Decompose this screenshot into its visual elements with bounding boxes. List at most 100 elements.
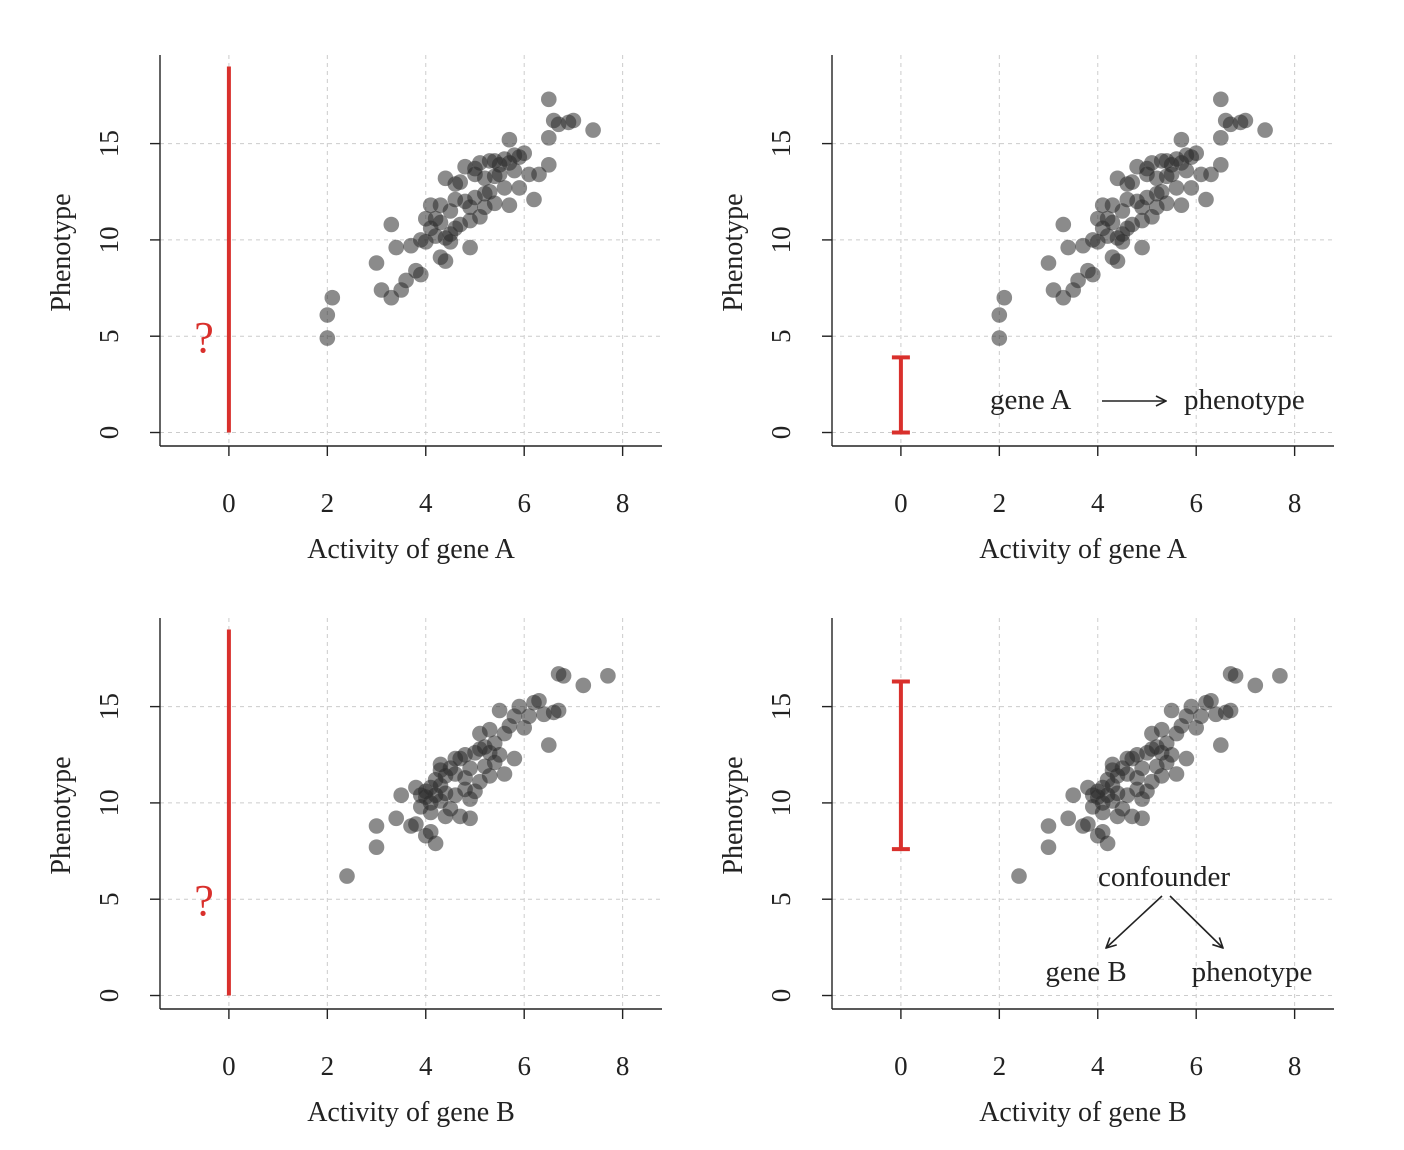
data-point bbox=[541, 91, 557, 108]
data-point bbox=[1193, 708, 1209, 724]
x-axis-title: Activity of gene B bbox=[979, 1097, 1187, 1128]
data-point bbox=[1134, 760, 1150, 776]
gridlines bbox=[832, 618, 1334, 1009]
y-tick-label: 0 bbox=[94, 426, 124, 440]
data-point bbox=[541, 737, 557, 753]
data-point bbox=[1257, 122, 1273, 138]
data-point bbox=[339, 868, 355, 884]
data-point bbox=[1070, 272, 1086, 289]
data-point bbox=[521, 708, 537, 724]
data-point bbox=[1178, 750, 1195, 767]
data-point bbox=[1203, 166, 1219, 183]
data-point bbox=[432, 214, 449, 231]
y-tick-label: 15 bbox=[94, 130, 124, 157]
data-point bbox=[600, 668, 616, 684]
data-point bbox=[1119, 176, 1136, 192]
data-point bbox=[1163, 747, 1180, 763]
x-tick-label: 6 bbox=[1189, 1051, 1203, 1081]
x-tick-labels: 0 2 4 6 8 bbox=[894, 1051, 1301, 1081]
data-point bbox=[403, 237, 419, 254]
x-tick-label: 8 bbox=[616, 488, 630, 518]
axes bbox=[822, 55, 1334, 456]
data-point bbox=[541, 130, 557, 146]
data-point bbox=[1227, 668, 1244, 684]
data-point bbox=[565, 112, 582, 129]
data-point bbox=[1272, 668, 1288, 684]
data-point bbox=[368, 839, 385, 855]
x-axis-title: Activity of gene A bbox=[307, 534, 515, 565]
interval-bar bbox=[891, 679, 910, 852]
panel-top-right: 0 2 4 6 8 0 5 10 15 Activity of gene A Phenotyp… bbox=[718, 55, 1334, 565]
data-point bbox=[1222, 702, 1239, 719]
data-point bbox=[368, 255, 385, 271]
data-point bbox=[1158, 153, 1175, 169]
data-point bbox=[1080, 816, 1096, 832]
y-tick-label: 5 bbox=[94, 892, 124, 906]
axes bbox=[150, 618, 662, 1019]
data-point bbox=[1109, 253, 1126, 269]
data-point bbox=[541, 157, 557, 173]
y-tick-label: 0 bbox=[766, 426, 796, 440]
data-point bbox=[462, 239, 478, 256]
axes bbox=[150, 55, 662, 456]
scatter-points bbox=[991, 91, 1273, 346]
x-tick-label: 6 bbox=[517, 488, 531, 518]
data-point bbox=[1183, 180, 1200, 196]
x-tick-label: 0 bbox=[222, 1051, 236, 1081]
data-point bbox=[1075, 237, 1091, 254]
data-point bbox=[393, 787, 410, 803]
data-point bbox=[1065, 787, 1081, 803]
y-tick-label: 5 bbox=[94, 329, 124, 343]
gridlines bbox=[832, 55, 1334, 446]
data-point bbox=[491, 747, 508, 763]
data-point bbox=[398, 272, 414, 289]
data-point bbox=[1173, 155, 1190, 171]
causal-annotation: gene A phenotype bbox=[990, 384, 1305, 416]
x-tick-label: 6 bbox=[517, 1051, 531, 1081]
data-point bbox=[1119, 750, 1136, 767]
data-point bbox=[1213, 157, 1229, 173]
data-point bbox=[1060, 239, 1076, 256]
y-axis-title: Phenotype bbox=[46, 193, 77, 311]
data-point bbox=[1173, 131, 1190, 148]
y-axis-title: Phenotype bbox=[718, 756, 749, 874]
data-point bbox=[1188, 145, 1204, 161]
data-point bbox=[1168, 180, 1185, 196]
data-point bbox=[368, 818, 385, 834]
data-point bbox=[462, 791, 478, 807]
data-point bbox=[1104, 762, 1121, 778]
data-point bbox=[1040, 818, 1057, 834]
y-tick-label: 15 bbox=[766, 130, 796, 157]
x-tick-label: 8 bbox=[616, 1051, 630, 1081]
data-point bbox=[550, 702, 567, 719]
data-point bbox=[1055, 216, 1072, 233]
data-point bbox=[1213, 737, 1229, 753]
y-tick-label: 10 bbox=[94, 789, 124, 816]
data-point bbox=[447, 176, 464, 192]
y-axis-title: Phenotype bbox=[718, 193, 749, 311]
x-axis-title: Activity of gene B bbox=[307, 1097, 515, 1128]
x-tick-labels: 0 2 4 6 8 bbox=[222, 1051, 629, 1081]
y-tick-label: 15 bbox=[766, 693, 796, 720]
data-point bbox=[516, 145, 532, 161]
x-tick-label: 0 bbox=[894, 488, 908, 518]
data-point bbox=[491, 702, 508, 719]
confounder-diagram: confounder gene B phenotype bbox=[1045, 861, 1312, 988]
data-point bbox=[324, 289, 341, 306]
x-tick-label: 4 bbox=[1091, 488, 1105, 518]
data-point bbox=[1060, 810, 1076, 827]
data-point bbox=[491, 166, 508, 183]
x-tick-label: 6 bbox=[1189, 488, 1203, 518]
question-mark: ? bbox=[194, 313, 214, 362]
data-point bbox=[1094, 779, 1111, 796]
x-tick-label: 8 bbox=[1288, 488, 1302, 518]
data-point bbox=[1099, 835, 1116, 852]
annotation-gene-b: gene B bbox=[1045, 956, 1126, 988]
data-point bbox=[486, 195, 503, 212]
data-point bbox=[1153, 768, 1170, 784]
data-point bbox=[531, 166, 547, 183]
x-tick-labels: 0 2 4 6 8 bbox=[894, 488, 1301, 518]
panel-top-left: 0 2 4 6 8 0 5 10 15 Activity of gene A Phenotyp… bbox=[46, 55, 662, 565]
data-point bbox=[1134, 791, 1150, 807]
data-point bbox=[526, 191, 542, 208]
